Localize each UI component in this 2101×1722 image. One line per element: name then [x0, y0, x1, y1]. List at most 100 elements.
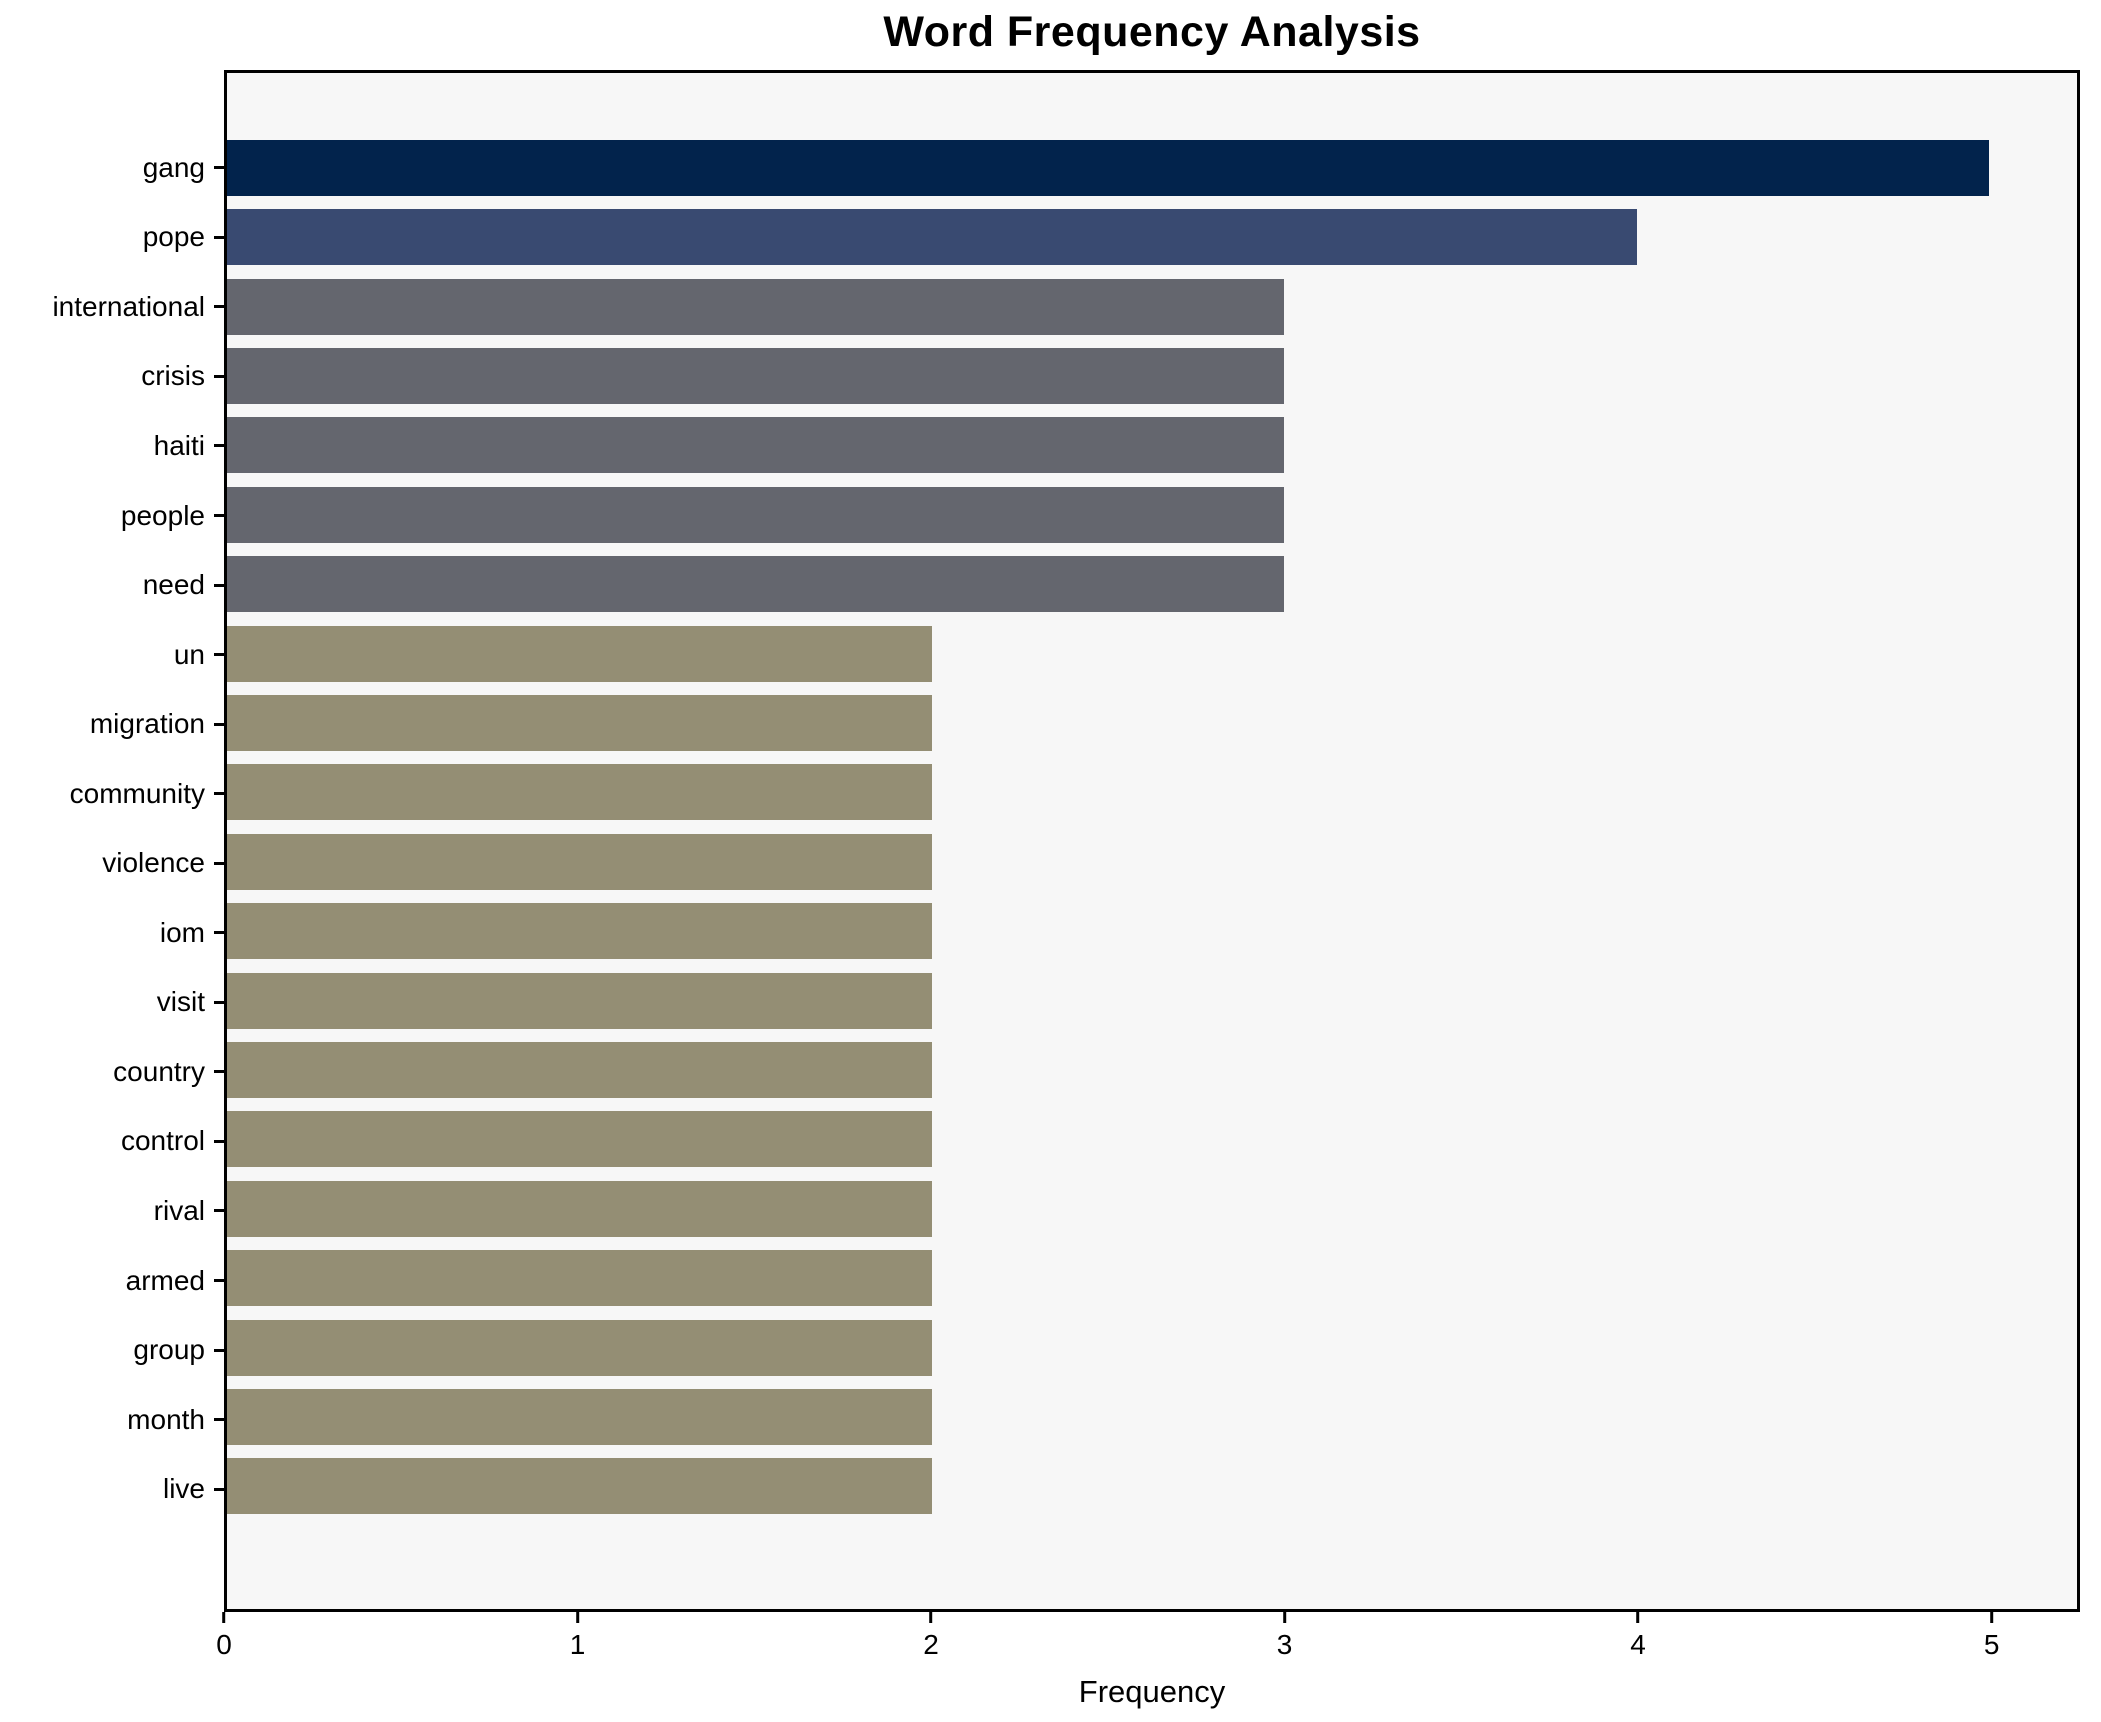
y-tick-label: violence: [102, 847, 205, 879]
y-tick-row-rival: rival: [0, 1176, 224, 1246]
y-tick-row-un: un: [0, 620, 224, 690]
bar-row: [227, 1452, 2077, 1521]
x-tick-1: 1: [569, 1612, 586, 1661]
y-tick-label: gang: [142, 151, 205, 183]
y-tick-mark: [214, 514, 224, 517]
x-axis-title: Frequency: [1078, 1674, 1226, 1709]
y-tick-row-crisis: crisis: [0, 342, 224, 412]
y-tick-mark: [214, 1487, 224, 1491]
y-tick-mark: [214, 861, 224, 865]
y-tick-label: need: [142, 569, 205, 601]
bar-people: [227, 486, 1285, 543]
x-tick-mark: [1990, 1612, 1994, 1623]
bar-live: [227, 1458, 932, 1515]
bar-visit: [227, 972, 932, 1029]
x-tick-5: 5: [1983, 1612, 2000, 1661]
chart-body: gang pope international crisis haiti people ne…: [0, 70, 2101, 1612]
y-tick-label: country: [113, 1055, 205, 1087]
y-tick-row-people: people: [0, 481, 224, 551]
y-tick-row-visit: visit: [0, 968, 224, 1038]
y-tick-label: rival: [153, 1194, 205, 1226]
plot-area-bars: [227, 73, 2077, 1609]
bar-community: [227, 764, 932, 821]
y-tick-label: visit: [156, 986, 205, 1018]
y-tick-row-violence: violence: [0, 828, 224, 898]
plot-area: [224, 70, 2080, 1612]
y-tick-mark: [214, 1139, 224, 1143]
y-tick-label: month: [127, 1403, 205, 1435]
y-tick-mark: [214, 305, 224, 309]
y-tick-row-community: community: [0, 759, 224, 829]
bar-row: [227, 1244, 2077, 1313]
y-tick-mark: [214, 1348, 224, 1352]
y-tick-label: control: [120, 1125, 205, 1157]
y-tick-label: international: [52, 290, 205, 322]
bar-row: [227, 341, 2077, 410]
y-tick-row-haiti: haiti: [0, 411, 224, 481]
bar-violence: [227, 833, 932, 890]
bar-need: [227, 556, 1285, 613]
y-tick-mark: [214, 1000, 224, 1004]
bar-pope: [227, 209, 1637, 266]
y-tick-mark: [214, 931, 224, 935]
bar-row: [227, 619, 2077, 688]
bar-month: [227, 1389, 932, 1446]
y-tick-label: people: [120, 499, 205, 531]
bar-control: [227, 1111, 932, 1168]
y-tick-row-control: control: [0, 1107, 224, 1177]
bar-armed: [227, 1250, 932, 1307]
y-tick-row-month: month: [0, 1385, 224, 1455]
y-tick-row-need: need: [0, 550, 224, 620]
bar-row: [227, 1174, 2077, 1243]
y-tick-label: migration: [89, 708, 205, 740]
y-tick-row-migration: migration: [0, 689, 224, 759]
y-tick-mark: [214, 1209, 224, 1213]
y-tick-mark: [214, 1279, 224, 1283]
y-tick-mark: [214, 722, 224, 726]
x-tick-label: 1: [569, 1629, 586, 1660]
y-tick-label: live: [162, 1473, 205, 1505]
y-tick-row-international: international: [0, 272, 224, 342]
y-tick-mark: [214, 583, 224, 587]
x-tick-mark: [1636, 1612, 1640, 1623]
x-tick-mark: [1283, 1612, 1287, 1623]
x-tick-mark: [929, 1612, 933, 1623]
x-tick-mark: [576, 1612, 580, 1623]
bar-row: [227, 896, 2077, 965]
bar-gang: [227, 139, 1989, 196]
x-tick-label: 0: [216, 1629, 232, 1660]
x-tick-2: 2: [923, 1612, 939, 1661]
x-tick-label: 2: [923, 1629, 939, 1660]
y-tick-label: group: [133, 1334, 205, 1366]
bar-row: [227, 133, 2077, 202]
x-tick-label: 5: [1983, 1629, 2000, 1660]
bar-row: [227, 1035, 2077, 1104]
bar-row: [227, 411, 2077, 480]
y-tick-label: haiti: [153, 429, 205, 461]
x-tick-3: 3: [1277, 1612, 1292, 1661]
bar-country: [227, 1041, 932, 1098]
y-tick-mark: [214, 1418, 224, 1422]
bar-row: [227, 480, 2077, 549]
y-tick-mark: [214, 1070, 224, 1074]
bar-rival: [227, 1180, 932, 1237]
x-tick-4: 4: [1630, 1612, 1646, 1661]
y-tick-row-gang: gang: [0, 133, 224, 203]
y-tick-row-country: country: [0, 1037, 224, 1107]
bar-row: [227, 1313, 2077, 1382]
y-tick-mark: [214, 166, 224, 170]
y-tick-mark: [214, 792, 224, 796]
y-tick-row-group: group: [0, 1315, 224, 1385]
chart-title: Word Frequency Analysis: [883, 8, 1421, 56]
y-tick-row-iom: iom: [0, 898, 224, 968]
y-tick-label: crisis: [141, 360, 205, 392]
bar-haiti: [227, 417, 1285, 474]
x-tick-label: 4: [1630, 1629, 1646, 1660]
y-tick-row-pope: pope: [0, 203, 224, 273]
y-axis-labels: gang pope international crisis haiti people ne…: [0, 70, 224, 1612]
y-tick-label: armed: [125, 1264, 205, 1296]
bar-crisis: [227, 347, 1285, 404]
bar-iom: [227, 903, 932, 960]
bar-row: [227, 758, 2077, 827]
